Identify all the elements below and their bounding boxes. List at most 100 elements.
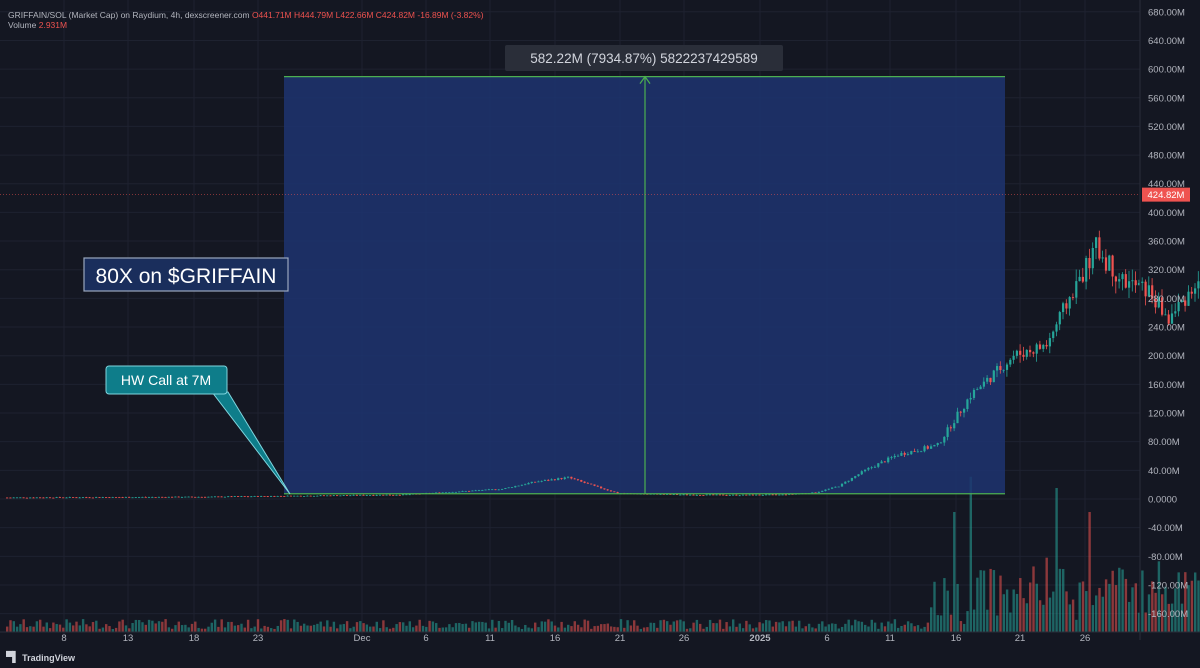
candle-body bbox=[903, 453, 906, 455]
candle-body bbox=[1137, 282, 1141, 286]
candle-body bbox=[547, 480, 550, 481]
volume-bar bbox=[844, 623, 847, 632]
volume-bar bbox=[395, 624, 398, 632]
volume-bar bbox=[58, 624, 62, 632]
volume-bar bbox=[768, 620, 771, 632]
volume-bar bbox=[75, 621, 78, 632]
candle-body bbox=[576, 479, 580, 481]
candle-body bbox=[936, 443, 939, 446]
volume-bars bbox=[6, 476, 1200, 632]
volume-bar bbox=[286, 619, 289, 632]
candle-body bbox=[890, 457, 893, 458]
volume-bar bbox=[504, 620, 507, 632]
candle-body bbox=[887, 457, 890, 463]
volume-bar bbox=[114, 627, 118, 632]
volume-bar bbox=[85, 624, 88, 632]
volume-bar bbox=[204, 628, 207, 632]
candle-body bbox=[72, 497, 75, 498]
volume-bar bbox=[316, 623, 319, 632]
tradingview-logo-text: TradingView bbox=[22, 652, 76, 663]
time-tick-label: 11 bbox=[885, 633, 895, 644]
candle-body bbox=[675, 494, 679, 496]
volume-bar bbox=[930, 607, 933, 632]
candle-body bbox=[728, 495, 731, 496]
volume-bar bbox=[444, 627, 448, 632]
volume-bar bbox=[45, 622, 48, 632]
candle-body bbox=[1038, 344, 1042, 349]
volume-bar bbox=[989, 568, 992, 632]
volume-bar bbox=[910, 623, 913, 632]
volume-bar bbox=[332, 621, 336, 632]
candle-body bbox=[62, 497, 65, 499]
candle-body bbox=[1147, 285, 1150, 297]
candle-body bbox=[563, 477, 566, 480]
candle-body bbox=[65, 497, 68, 499]
candle-body bbox=[946, 427, 949, 437]
volume-bar bbox=[507, 622, 510, 632]
candle-body bbox=[329, 495, 332, 497]
time-axis[interactable]: 8 13 18 23 Dec 6 11 16 21 26 2025 6 11 16 21 26 bbox=[0, 631, 1200, 644]
volume-bar bbox=[725, 622, 728, 632]
candle-body bbox=[141, 496, 144, 498]
candle-body bbox=[1121, 274, 1124, 280]
volume-bar bbox=[712, 623, 715, 632]
candle-body bbox=[963, 409, 966, 413]
candle-body bbox=[85, 497, 88, 499]
candle-body bbox=[996, 366, 999, 371]
candle-body bbox=[88, 497, 91, 499]
volume-bar bbox=[649, 622, 652, 632]
volume-bar bbox=[1194, 572, 1197, 632]
volume-bar bbox=[1009, 612, 1012, 632]
volume-bar bbox=[662, 619, 666, 632]
candle-body bbox=[147, 497, 151, 498]
candle-body bbox=[42, 497, 45, 499]
candle-body bbox=[375, 495, 378, 496]
candle-body bbox=[392, 494, 395, 496]
volume-bar bbox=[48, 628, 52, 632]
volume-bar bbox=[1068, 604, 1071, 632]
volume-bar bbox=[1197, 580, 1200, 632]
time-tick-label: 21 bbox=[1015, 633, 1026, 644]
candle-body bbox=[850, 477, 853, 481]
volume-bar bbox=[675, 620, 679, 632]
price-tick-label: 600.00M bbox=[1148, 65, 1185, 76]
candle-body bbox=[560, 478, 563, 480]
volume-bar bbox=[362, 623, 365, 632]
tradingview-logo[interactable]: ▀▌ TradingView bbox=[6, 652, 75, 663]
candle-body bbox=[461, 491, 464, 492]
volume-bar bbox=[946, 590, 949, 632]
volume-bar bbox=[669, 624, 672, 632]
candle-body bbox=[223, 496, 226, 498]
candle-body bbox=[342, 495, 345, 496]
callout-annotation[interactable]: HW Call at 7M bbox=[105, 365, 291, 495]
volume-bar bbox=[920, 628, 923, 632]
candle-body bbox=[781, 494, 784, 496]
candle-body bbox=[682, 494, 685, 496]
volume-bar bbox=[702, 628, 705, 632]
candle-body bbox=[161, 496, 164, 498]
candle-body bbox=[243, 496, 246, 498]
price-axis[interactable]: 680.00M 640.00M 600.00M 560.00M 520.00M 480.0… bbox=[1139, 0, 1188, 640]
headline-annotation[interactable]: 80X on $GRIFFAIN bbox=[83, 257, 289, 292]
volume-bar bbox=[477, 621, 481, 632]
candle-body bbox=[408, 494, 411, 496]
volume-bar bbox=[270, 628, 273, 632]
candle-body bbox=[811, 492, 814, 494]
candle-body bbox=[174, 496, 177, 498]
volume-bar bbox=[682, 621, 685, 632]
candle-body bbox=[200, 496, 203, 498]
candle-body bbox=[860, 471, 863, 475]
volume-bar bbox=[461, 623, 464, 632]
volume-bar bbox=[1022, 598, 1025, 632]
candle-body bbox=[471, 490, 474, 492]
time-tick-label: 16 bbox=[951, 633, 962, 644]
candle-body bbox=[369, 495, 372, 496]
volume-bar bbox=[873, 622, 877, 632]
volume-bar bbox=[1091, 605, 1095, 632]
candle-body bbox=[1180, 300, 1183, 302]
candle-body bbox=[385, 494, 388, 496]
volume-bar bbox=[642, 627, 646, 632]
volume-bar bbox=[454, 623, 458, 632]
volume-bar bbox=[177, 621, 180, 632]
